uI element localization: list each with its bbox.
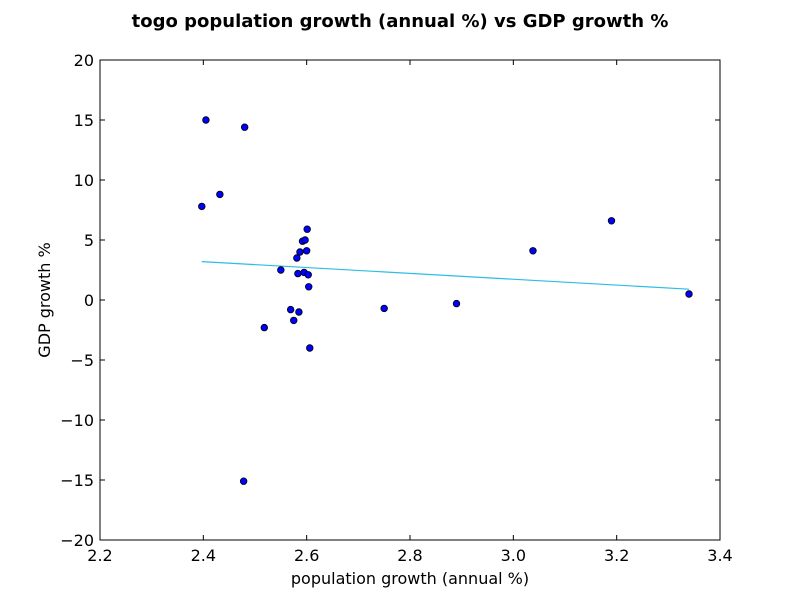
scatter-point [202, 116, 210, 124]
chart-title: togo population growth (annual %) vs GDP… [132, 11, 669, 32]
plot-area [198, 116, 693, 485]
scatter-point [294, 269, 302, 278]
y-tick-label: 20 [74, 51, 94, 70]
scatter-point [290, 316, 298, 325]
scatter-point [296, 248, 304, 256]
x-tick-label: 3.0 [501, 546, 526, 565]
y-tick-label: 5 [84, 231, 94, 250]
scatter-point [452, 299, 461, 308]
x-tick-label: 2.8 [397, 546, 422, 565]
scatter-point [301, 236, 309, 244]
plot-frame [99, 59, 721, 541]
x-tick-label: 3.4 [707, 546, 732, 565]
scatter-point [216, 190, 224, 199]
y-tick-label: 15 [74, 111, 94, 130]
scatter-point [293, 254, 301, 262]
x-tick-label: 3.2 [604, 546, 629, 565]
scatter-point [277, 266, 285, 274]
scatter-point [198, 202, 206, 211]
y-tick-label: 0 [84, 291, 94, 310]
scatter-point [685, 290, 693, 298]
scatter-point [303, 225, 311, 233]
scatter-point [240, 123, 249, 131]
y-tick-label: −15 [60, 471, 94, 490]
x-axis-label: population growth (annual %) [291, 569, 529, 588]
y-tick-label: 10 [74, 171, 94, 190]
scatter-point [529, 247, 537, 255]
y-tick-label: −10 [60, 411, 94, 430]
y-axis-label: GDP growth % [35, 242, 54, 357]
x-tick-label: 2.2 [87, 546, 112, 565]
scatter-point [239, 477, 248, 485]
scatter-point [305, 283, 313, 291]
scatter-point [607, 217, 616, 225]
scatter-point [306, 344, 314, 352]
x-tick-label: 2.6 [294, 546, 319, 565]
scatter-point [304, 271, 312, 279]
trend-line [201, 261, 690, 290]
y-tick-label: −5 [70, 351, 94, 370]
scatter-point [295, 308, 303, 316]
axis-ticks: 2.2 2.4 2.6 2.8 3.0 3.2 3.4 −20 −15 −10 −5 0 5 10 15 20 [60, 51, 732, 565]
scatter-point [286, 305, 295, 314]
y-tick-label: −20 [60, 531, 94, 550]
x-tick-label: 2.4 [191, 546, 216, 565]
scatter-point [302, 247, 311, 255]
scatter-point [260, 323, 268, 332]
scatter-point [380, 304, 388, 313]
